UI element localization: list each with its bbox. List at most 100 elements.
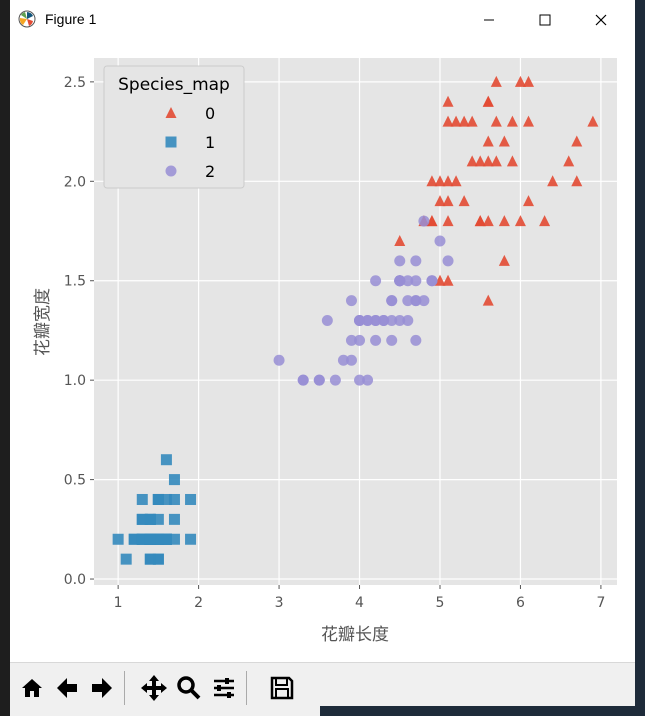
- data-point-series-1: [120, 553, 132, 565]
- zoom-button[interactable]: [173, 671, 205, 705]
- data-point-series-2: [402, 315, 414, 327]
- legend-label-0: 0: [205, 104, 215, 123]
- data-point-series-1: [144, 533, 156, 545]
- data-point-series-1: [152, 513, 164, 525]
- data-point-series-0: [522, 75, 534, 87]
- data-point-series-0: [482, 294, 494, 306]
- data-point-series-2: [297, 374, 309, 386]
- background-editor-strip-bottom: [320, 706, 645, 716]
- data-point-series-0: [434, 195, 446, 207]
- data-point-series-2: [313, 374, 325, 386]
- data-point-series-0: [426, 215, 438, 227]
- data-point-series-2: [394, 315, 406, 327]
- forward-button[interactable]: [86, 671, 118, 705]
- configure-subplots-button[interactable]: [208, 671, 240, 705]
- data-point-series-0: [498, 254, 510, 266]
- toolbar-separator: [246, 671, 247, 705]
- data-point-series-2: [410, 295, 422, 307]
- legend-title: Species_map: [118, 75, 230, 95]
- toolbar-separator: [124, 671, 125, 705]
- data-point-series-1: [185, 493, 197, 505]
- maximize-button[interactable]: [522, 0, 568, 40]
- data-point-series-0: [482, 95, 494, 107]
- data-point-series-0: [522, 195, 534, 207]
- matplotlib-logo-icon: [18, 10, 36, 28]
- close-button[interactable]: [578, 0, 624, 40]
- data-point-series-2: [402, 275, 414, 287]
- data-point-series-0: [514, 215, 526, 227]
- data-point-series-0: [442, 95, 454, 107]
- data-point-series-2: [386, 334, 398, 346]
- data-point-series-2: [321, 315, 333, 327]
- data-point-series-2: [410, 255, 422, 267]
- data-point-series-1: [168, 474, 180, 486]
- data-point-series-0: [563, 155, 575, 167]
- x-tick-label: 7: [596, 595, 605, 611]
- data-point-series-0: [426, 175, 438, 187]
- legend: Species_map 0 1 2: [103, 65, 245, 189]
- data-point-series-0: [587, 115, 599, 127]
- minimize-icon: [484, 19, 494, 21]
- data-point-series-2: [434, 235, 446, 247]
- data-point-series-0: [458, 195, 470, 207]
- data-point-series-1: [160, 493, 172, 505]
- figure-canvas[interactable]: 1 2 3 4 5 6 7 0.0 0.5 1.0 1.5 2.0 2.5 花瓣长度 花瓣宽度 Spe…: [10, 40, 635, 662]
- data-point-series-2: [386, 295, 398, 307]
- data-point-series-2: [410, 275, 422, 287]
- legend-marker-0: [165, 107, 177, 118]
- legend-label-1: 1: [205, 133, 215, 152]
- data-point-series-0: [571, 175, 583, 187]
- data-point-series-2: [362, 374, 374, 386]
- data-point-series-2: [345, 334, 357, 346]
- data-point-series-2: [394, 255, 406, 267]
- data-point-series-0: [539, 215, 551, 227]
- pan-icon: [141, 675, 167, 701]
- data-points: [112, 75, 599, 565]
- configure-subplots-icon: [214, 678, 234, 698]
- minimize-button[interactable]: [466, 0, 512, 40]
- legend-label-2: 2: [205, 162, 215, 181]
- data-point-series-0: [490, 155, 502, 167]
- background-editor-strip: [635, 0, 645, 716]
- data-point-series-2: [394, 275, 406, 287]
- data-point-series-2: [402, 295, 414, 307]
- x-axis-label: 花瓣长度: [321, 625, 389, 645]
- data-point-series-2: [370, 334, 382, 346]
- x-tick-label: 1: [114, 595, 123, 611]
- data-point-series-2: [273, 354, 285, 366]
- data-point-series-2: [337, 354, 349, 366]
- data-point-series-1: [168, 513, 180, 525]
- data-point-series-2: [354, 334, 366, 346]
- save-button[interactable]: [266, 671, 298, 705]
- x-tick-label: 3: [275, 595, 284, 611]
- y-tick-label: 0.0: [64, 572, 86, 588]
- data-point-series-1: [112, 533, 124, 545]
- data-point-series-0: [442, 215, 454, 227]
- data-point-series-1: [152, 553, 164, 565]
- home-button[interactable]: [16, 671, 48, 705]
- pan-button[interactable]: [138, 671, 170, 705]
- back-button[interactable]: [51, 671, 83, 705]
- data-point-series-1: [160, 533, 172, 545]
- data-point-series-1: [136, 533, 148, 545]
- x-tick-label: 4: [355, 595, 364, 611]
- data-point-series-0: [522, 115, 534, 127]
- data-point-series-0: [466, 115, 478, 127]
- legend-frame: [103, 65, 245, 189]
- data-point-series-2: [370, 275, 382, 287]
- y-tick-label: 1.5: [64, 274, 86, 290]
- data-point-series-1: [168, 533, 180, 545]
- title-bar[interactable]: Figure 1: [10, 0, 635, 41]
- x-tick-label: 6: [516, 595, 525, 611]
- data-point-series-0: [490, 115, 502, 127]
- window-title: Figure 1: [45, 11, 97, 27]
- data-point-series-0: [571, 135, 583, 147]
- data-point-series-0: [498, 135, 510, 147]
- x-tick-label: 5: [436, 595, 445, 611]
- y-tick-label: 0.5: [64, 473, 86, 489]
- data-point-series-0: [466, 155, 478, 167]
- data-point-series-0: [506, 115, 518, 127]
- data-point-series-2: [354, 315, 366, 327]
- data-point-series-2: [442, 255, 454, 267]
- data-point-series-1: [128, 533, 140, 545]
